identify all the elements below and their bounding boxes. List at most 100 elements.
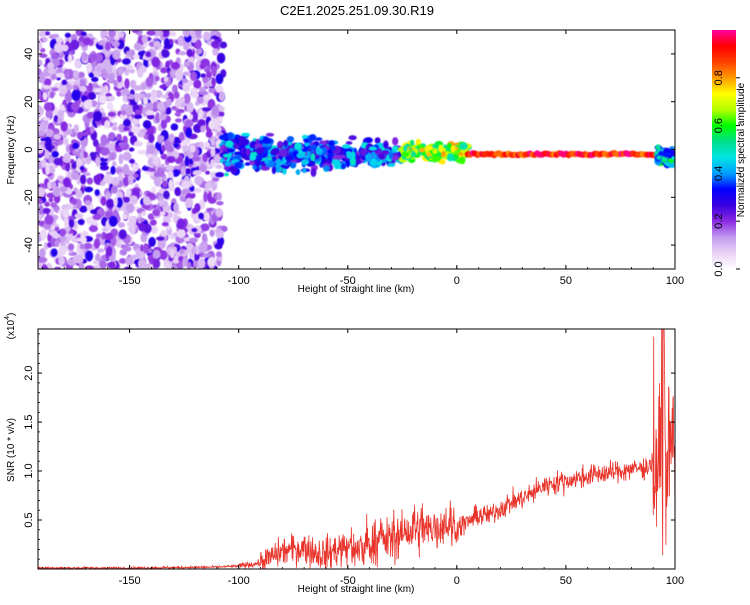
heatmap-cell [38,89,42,99]
heatmap-cell [38,129,46,137]
heatmap-cell [158,211,166,216]
chart-title: C2E1.2025.251.09.30.R19 [280,3,434,18]
heatmap-cell [222,153,231,158]
heatmap-cell [255,147,265,154]
heatmap-cell [193,187,202,194]
heatmap-cell [202,253,211,258]
heatmap-cell [315,148,323,155]
heatmap-cell [200,223,210,232]
heatmap-cell [116,90,122,97]
heatmap-cell [122,151,132,161]
heatmap-cell [165,60,170,69]
heatmap-cell [211,177,220,182]
heatmap-cell [182,144,190,153]
heatmap-cell [381,150,390,155]
heatmap-cell [55,37,63,44]
heatmap-cell [57,175,64,182]
heatmap-cell [190,71,198,82]
heatmap-cell [110,165,116,175]
heatmap-cell [168,133,175,143]
heatmap-cell [199,199,206,210]
heatmap-cell [68,219,75,228]
heatmap-cell [218,106,225,112]
heatmap-cell [431,154,441,162]
heatmap-cell [113,79,118,87]
y-tick-label: 1.0 [23,463,35,478]
heatmap-cell [128,68,136,74]
heatmap-cell [667,162,675,168]
heatmap-cell [97,210,104,215]
heatmap-cell [212,48,219,56]
heatmap-cell [224,161,232,167]
heatmap-cell [72,254,81,264]
heatmap-cell [368,146,378,151]
heatmap-cell [152,156,160,166]
heatmap-cell [459,156,466,165]
heatmap-cell [103,174,113,184]
heatmap-cell [190,36,198,43]
heatmap-cell [262,142,272,148]
heatmap-cell [301,159,309,166]
heatmap-cell [374,151,384,155]
heatmap-cell [173,202,179,213]
heatmap-cell [151,56,160,68]
heatmap-cell [146,113,155,120]
heatmap-cell [81,95,88,101]
heatmap-cell [68,203,74,209]
heatmap-cell [116,197,123,208]
heatmap-cell [47,181,53,190]
heatmap-cell [152,249,161,260]
heatmap-cell [125,170,134,176]
heatmap-cell [54,226,60,233]
heatmap-cell [141,128,148,134]
heatmap-cell [356,151,361,156]
heatmap-cell [125,256,134,266]
heatmap-cell [184,168,192,175]
heatmap-cell [200,58,210,67]
heatmap-cell [99,260,107,269]
heatmap-cell [94,189,100,196]
heatmap-cell [72,142,79,149]
heatmap-cell [112,161,117,167]
heatmap-cell [197,119,206,128]
snr-x-axis-label: Height of straight line (km) [298,584,415,595]
colorbar-tick-label: 0.8 [713,70,725,85]
snr-y-axis-label: SNR (10 * v/v) [6,418,17,482]
heatmap-cell [182,30,191,38]
heatmap-cell [71,161,77,169]
heatmap-cell [417,144,425,149]
heatmap-cell [383,141,389,149]
heatmap-cell [215,208,224,218]
heatmap-cell [149,219,157,226]
heatmap-cell [141,211,147,216]
heatmap-cell [38,59,43,67]
heatmap-cell [130,125,140,134]
heatmap-cell [459,142,468,150]
heatmap-cell [209,229,215,237]
heatmap-cell [145,76,154,88]
heatmap-cell [163,76,169,83]
heatmap-cell [348,135,357,141]
heatmap-cell [294,142,302,150]
heatmap-cell [214,242,223,250]
heatmap-cell [328,140,335,147]
heatmap-cell [51,151,59,158]
heatmap-cell [401,151,410,158]
heatmap-cell [86,111,96,119]
heatmap-cell [40,229,47,240]
heatmap-cell [126,221,132,227]
heatmap-cell [76,131,83,140]
snr-ticks: -150 -100 -50 0 50 100 0.5 1.0 1.5 2.0 [23,329,684,587]
heatmap-cell [42,36,48,43]
heatmap-cell [181,189,191,194]
heatmap-cell [159,250,168,260]
heatmap-cell [42,91,48,101]
heatmap-cell [190,88,198,93]
heatmap-cell [655,144,661,151]
heatmap-cell [141,34,148,44]
heatmap-cell [175,70,184,82]
heatmap-cell [85,250,94,262]
heatmap-cell [117,222,126,228]
heatmap-cell [59,234,67,243]
